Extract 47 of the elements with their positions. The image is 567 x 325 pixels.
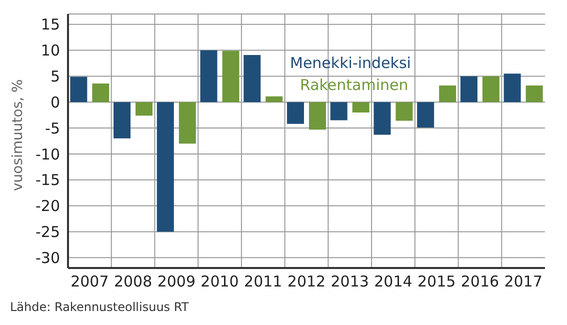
bar: [92, 83, 110, 102]
bar: [460, 76, 478, 102]
series-label: Menekki-indeksi: [290, 54, 411, 72]
bar: [266, 96, 283, 102]
text: Lähde: Rakennusteollisuus RT: [10, 300, 190, 314]
bar: [286, 102, 304, 124]
bar: [156, 102, 174, 232]
bar: [222, 50, 240, 102]
x-tick-label: 2015: [417, 272, 456, 291]
y-tick-label: -10: [36, 145, 60, 164]
y-tick-label: -20: [36, 197, 60, 216]
y-tick-label: 5: [50, 68, 60, 86]
x-tick-label: 2009: [157, 272, 196, 291]
bar: [504, 74, 521, 102]
series-label: Rakentaminen: [300, 76, 408, 94]
y-tick-label: -5: [45, 119, 60, 138]
bar: [352, 102, 370, 112]
bar: [136, 102, 153, 116]
bar: [417, 102, 434, 128]
bar: [200, 50, 218, 102]
y-tick-label: -30: [36, 248, 60, 267]
bar: [374, 102, 391, 135]
y-tick-label: -25: [36, 223, 60, 242]
x-tick-label: 2010: [200, 272, 239, 291]
bar: [114, 102, 131, 138]
bar: [308, 102, 326, 130]
bar: [178, 102, 196, 144]
x-tick-label: 2012: [287, 272, 326, 291]
y-tick-label: 10: [40, 42, 60, 60]
x-tick-label: 2007: [70, 272, 109, 291]
y-tick-label: -15: [36, 171, 60, 190]
x-tick-label: 2017: [504, 272, 542, 291]
x-tick-label: 2008: [114, 272, 152, 291]
x-tick-label: 2011: [244, 272, 282, 291]
bar: [244, 54, 261, 102]
y-axis-title: vuosimuutos, %: [10, 79, 26, 191]
x-tick-label: 2014: [374, 272, 412, 291]
bar: [396, 102, 413, 121]
x-tick-label: 2016: [460, 272, 500, 291]
y-tick-label: 15: [40, 16, 60, 34]
bar: [482, 76, 500, 102]
y-tick-label: 0: [50, 93, 60, 112]
bar: [526, 86, 543, 102]
x-tick-label: 2013: [330, 272, 369, 291]
bar: [330, 102, 348, 120]
bar: [439, 86, 456, 102]
bar: [70, 76, 88, 102]
